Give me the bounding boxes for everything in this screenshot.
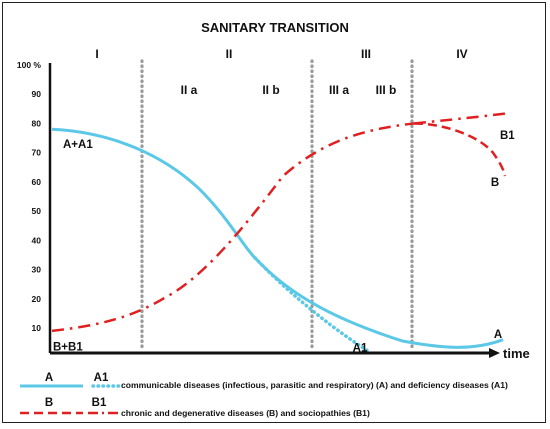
y-tick-label: 40 — [32, 235, 42, 245]
y-tick-label: 90 — [32, 89, 42, 99]
legend-text-row-1: communicable diseases (infectious, paras… — [121, 380, 508, 390]
curve-B-B1-shared — [51, 122, 415, 333]
curve-label: A — [494, 329, 502, 341]
legend-key-A1: A1 — [94, 372, 109, 384]
y-tick-label: 50 — [32, 206, 42, 216]
chart-frame: SANITARY TRANSITION I II III IV II a II b III… — [2, 2, 546, 423]
curve-labels: A+A1 B+B1 A A1 B B1 — [53, 130, 515, 354]
x-axis-arrow — [489, 348, 500, 358]
legend-key-B: B — [45, 397, 53, 409]
legend-key-B1: B1 — [92, 397, 107, 409]
y-tick-label: 80 — [32, 118, 42, 128]
y-tick-label: 30 — [32, 265, 42, 275]
curve-A1 — [253, 256, 370, 353]
subphase-label: II a — [181, 83, 198, 97]
curve-B1 — [413, 111, 509, 125]
y-tick-label: 100 % — [17, 60, 42, 70]
legend: A A1 communicable diseases (infectious, … — [20, 372, 508, 418]
curve-label: A+A1 — [63, 139, 93, 151]
phase-label: I — [95, 47, 98, 61]
chart-svg: SANITARY TRANSITION I II III IV II a II b III… — [17, 20, 530, 418]
curves — [51, 111, 509, 353]
legend-key-A: A — [45, 372, 53, 384]
curve-B — [413, 122, 507, 177]
legend-text-row-2: chronic and degenerative diseases (B) an… — [121, 408, 370, 418]
subphase-label: II b — [262, 83, 279, 97]
legend-row-1: A A1 communicable diseases (infectious, … — [20, 372, 508, 390]
phase-labels: I II III IV — [95, 47, 467, 61]
phase-label: III — [361, 47, 371, 61]
curve-label: B1 — [500, 130, 515, 142]
phase-label: II — [226, 47, 233, 61]
chart-title: SANITARY TRANSITION — [201, 20, 349, 35]
curve-label: B+B1 — [53, 342, 83, 354]
subphase-labels: II a II b III a III b — [181, 83, 397, 97]
curve-label: A1 — [353, 343, 368, 355]
subphase-label: III a — [329, 83, 349, 97]
phase-label: IV — [456, 47, 467, 61]
y-tick-label: 60 — [32, 177, 42, 187]
y-axis-ticks: 10 20 30 40 50 60 70 80 90 100 % — [17, 60, 42, 333]
curve-A — [51, 127, 504, 349]
legend-row-2: B B1 chronic and degenerative diseases (… — [20, 397, 370, 418]
y-tick-label: 20 — [32, 294, 42, 304]
subphase-label: III b — [376, 83, 397, 97]
y-tick-label: 70 — [32, 148, 42, 158]
y-tick-label: 10 — [32, 323, 42, 333]
curve-label: B — [491, 177, 499, 189]
x-axis-label: time — [503, 346, 530, 361]
phase-separators — [140, 59, 414, 353]
